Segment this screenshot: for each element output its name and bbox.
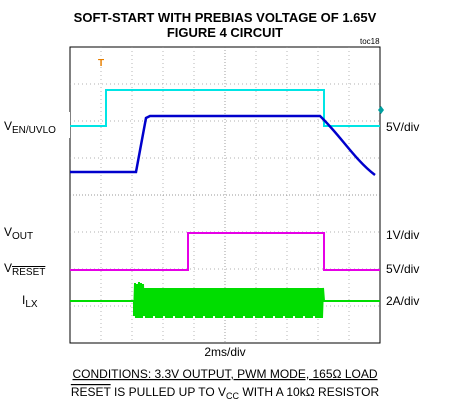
- subtitle: FIGURE 4 CIRCUIT: [167, 25, 283, 40]
- ch4-scale: 2A/div: [386, 294, 419, 308]
- conditions-line1: CONDITIONS: 3.3V OUTPUT, PWM MODE, 165Ω …: [72, 367, 377, 381]
- ch2-scale: 1V/div: [386, 228, 419, 242]
- ch2-label: VOUT: [4, 225, 33, 242]
- timebase: 2ms/div: [204, 345, 245, 359]
- ch3-label: VRESET: [4, 261, 45, 278]
- reset-trace: [70, 232, 380, 271]
- en-trace: [70, 89, 380, 127]
- ch3-scale: 5V/div: [386, 262, 419, 276]
- ch1-scale: 5V/div: [386, 120, 419, 134]
- trigger-marker: T: [98, 58, 104, 69]
- conditions-line2: RESET IS PULLED UP TO VCC WITH A 10kΩ RE…: [71, 385, 380, 401]
- lx-trace: [70, 281, 380, 319]
- figure-code: toc18: [360, 37, 380, 46]
- out-trace: [70, 114, 376, 176]
- ch1-label: VEN/UVLO: [4, 119, 56, 136]
- ch4-label: ILX: [22, 293, 38, 310]
- level-marker: [378, 106, 384, 114]
- title: SOFT-START WITH PREBIAS VOLTAGE OF 1.65V: [74, 10, 377, 25]
